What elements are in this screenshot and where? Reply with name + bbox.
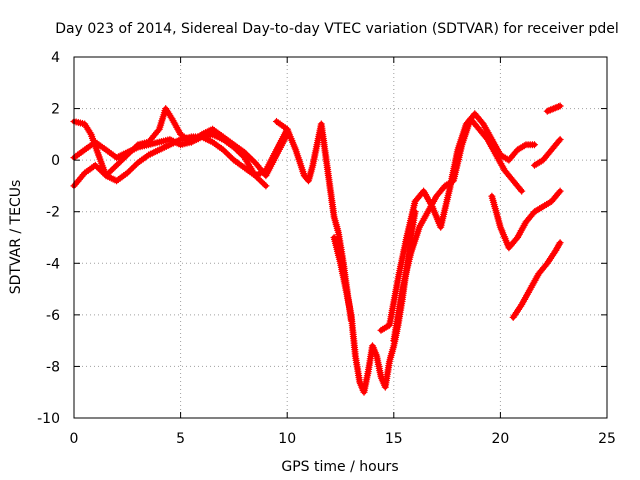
series-7: [390, 115, 526, 345]
series-10: [530, 135, 564, 169]
y-tick-label: -8: [46, 359, 60, 375]
grid: [74, 57, 607, 418]
series-8: [488, 187, 564, 252]
plus-markers: [509, 239, 564, 321]
y-tick-label: -4: [46, 256, 60, 272]
y-tick-label: 0: [51, 153, 60, 169]
plus-markers: [272, 117, 355, 324]
plot-frame: [73, 56, 608, 419]
series-3: [70, 105, 270, 190]
plus-markers: [390, 115, 526, 345]
x-axis-label: GPS time / hours: [281, 459, 398, 475]
x-tick-label: 0: [70, 431, 79, 447]
x-tick-label: 15: [385, 431, 403, 447]
y-tick-label: -2: [46, 205, 60, 221]
y-tick-label: -10: [37, 411, 60, 427]
x-tick-label: 10: [278, 431, 296, 447]
plus-markers: [377, 110, 539, 334]
x-tick-label: 5: [176, 431, 185, 447]
x-tick-label: 20: [491, 431, 509, 447]
series-6: [377, 110, 539, 334]
series-4: [272, 117, 355, 324]
plus-markers: [488, 187, 564, 252]
y-tick-label: -6: [46, 308, 60, 324]
series-9: [509, 239, 564, 321]
plus-markers: [543, 102, 564, 115]
x-tick-label: 25: [598, 431, 616, 447]
y-axis-label: SDTVAR / TECUs: [8, 180, 24, 295]
y-tick-label: 2: [51, 102, 60, 118]
y-tick-label: 4: [51, 50, 60, 66]
data-series: [70, 102, 564, 396]
series-11: [543, 102, 564, 115]
ticks: 0 5 10 15 20 25 -10 -8 -6 -4 -2 0 2 4: [37, 50, 616, 447]
plus-markers: [530, 135, 564, 169]
chart-title: Day 023 of 2014, Sidereal Day-to-day VTE…: [55, 21, 619, 37]
